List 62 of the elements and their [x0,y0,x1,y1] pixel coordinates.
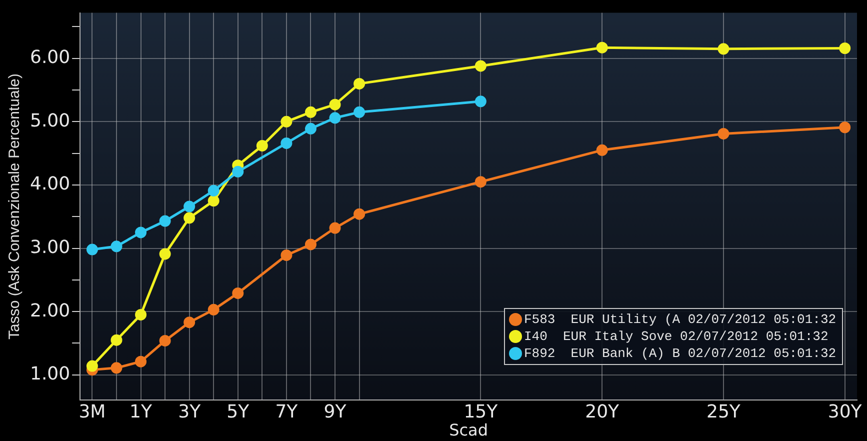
point [86,360,98,372]
x-tick-label: 20Y [585,402,620,423]
x-axis-title: Scad [449,420,488,440]
point [304,122,316,134]
y-tick-label: 1.00 [30,364,70,385]
point [159,334,171,346]
point [329,222,341,234]
legend-label: F892 EUR Bank (A) B 02/07/2012 05:01:32 [523,345,836,362]
y-tick-label: 2.00 [30,300,70,322]
point [304,106,316,118]
x-tick-label: 9Y [324,402,348,423]
point [596,42,608,54]
y-tick-label: 3.00 [30,236,70,258]
legend-label: I40 EUR Italy Sove 02/07/2012 05:01:32 [523,328,830,346]
x-tick-label: 5Y [226,402,250,423]
point [354,208,366,220]
point [208,195,220,207]
point [208,184,220,196]
point [110,240,122,252]
point [354,106,366,118]
x-tick-label: 7Y [275,402,299,423]
point [184,316,196,328]
point [135,356,147,368]
point [232,287,244,299]
point [329,112,341,124]
point [159,248,171,260]
point [110,334,122,346]
point [135,226,147,238]
point [135,308,147,320]
x-tick-label: 15Y [464,402,499,423]
point [474,176,486,188]
point [280,116,292,128]
point [839,122,851,134]
y-tick-label: 4.00 [30,174,70,195]
point [718,128,730,140]
point [232,166,244,178]
point [280,137,292,149]
point [474,96,486,108]
point [184,212,196,224]
point [839,42,851,54]
x-tick-label: 30Y [828,402,863,423]
point [159,215,171,227]
x-tick-label: 3Y [178,402,202,423]
point [280,249,292,261]
x-tick-label: 1Y [130,402,153,423]
point [718,43,730,55]
point [304,238,316,250]
point [110,362,122,374]
legend-label: F583 EUR Utility (A 02/07/2012 05:01:32 [523,311,836,328]
point [354,78,366,90]
point [86,244,98,256]
y-axis-title: Tasso (Ask Convenzionale Percentuale) [6,74,24,340]
point [474,60,486,72]
x-tick-label: 3M [78,402,106,423]
point [596,144,608,156]
point [184,200,196,212]
point [208,304,220,316]
y-tick-label: 6.00 [30,47,70,68]
y-tick-label: 5.00 [30,110,70,132]
point [329,98,341,110]
point [256,140,268,152]
x-tick-label: 25Y [706,402,742,423]
